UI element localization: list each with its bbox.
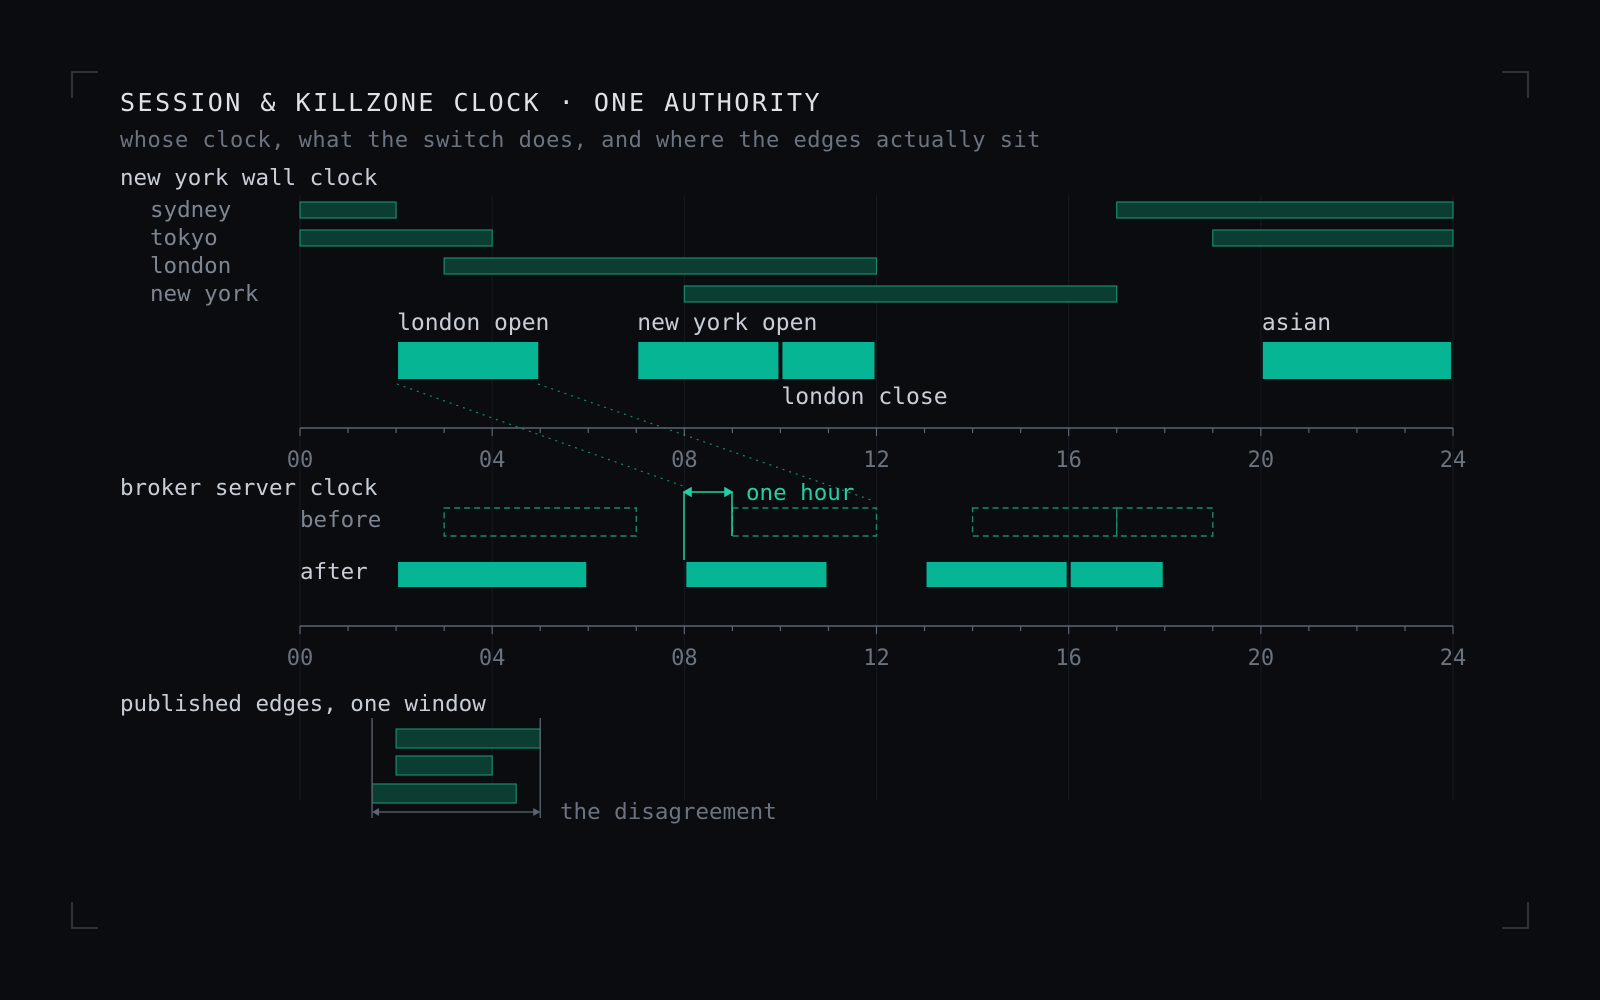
edge-window xyxy=(395,755,493,776)
tick-label: 00 xyxy=(287,646,314,671)
killzone-label: asian xyxy=(1262,310,1331,336)
session-label: sydney xyxy=(150,197,231,223)
tick-label: 00 xyxy=(287,448,314,473)
killzone-bar xyxy=(398,342,539,379)
tick-label: 08 xyxy=(671,646,698,671)
tick-label: 04 xyxy=(479,646,506,671)
page-title: SESSION & KILLZONE CLOCK · ONE AUTHORITY xyxy=(120,88,822,117)
after-window xyxy=(926,562,1067,587)
after-window xyxy=(686,562,827,587)
frame-corners xyxy=(71,71,1529,929)
killzone-bar xyxy=(782,342,875,379)
after-label: after xyxy=(300,559,368,585)
before-window xyxy=(731,507,878,537)
page-subtitle: whose clock, what the switch does, and w… xyxy=(120,128,1041,153)
tick-label: 04 xyxy=(479,448,506,473)
session-bar xyxy=(299,229,493,247)
before-label: before xyxy=(300,507,381,533)
tick-label: 12 xyxy=(863,646,890,671)
tick-label: 20 xyxy=(1248,646,1275,671)
edge-window xyxy=(395,728,541,749)
disagreement-span xyxy=(371,718,541,818)
session-bar xyxy=(443,257,878,275)
session-label: london xyxy=(150,253,231,279)
ny-killzones: london open new york open london close asia… xyxy=(397,310,1451,410)
before-window xyxy=(1116,507,1214,537)
edge-window xyxy=(371,783,517,804)
killzone-label: london open xyxy=(397,310,549,336)
killzone-label: london close xyxy=(781,384,947,410)
session-bar xyxy=(1212,229,1454,247)
broker-panel-label: broker server clock xyxy=(120,475,378,501)
broker-after-windows xyxy=(398,562,1163,587)
tick-label: 16 xyxy=(1055,448,1082,473)
after-window xyxy=(398,562,587,587)
disagreement-label: the disagreement xyxy=(560,799,777,825)
killzone-label: new york open xyxy=(637,310,817,336)
tick-label: 24 xyxy=(1440,448,1467,473)
tick-label: 24 xyxy=(1440,646,1467,671)
killzone-bar xyxy=(1262,342,1451,379)
session-bar xyxy=(1116,201,1454,219)
tick-label: 16 xyxy=(1055,646,1082,671)
projection-lines xyxy=(396,383,872,501)
before-window xyxy=(971,507,1118,537)
broker-before-windows xyxy=(443,507,1214,537)
ny-axis: 00 04 08 12 16 20 24 xyxy=(287,427,1467,473)
broker-axis: 00 04 08 12 16 20 24 xyxy=(287,625,1467,671)
span-arrowhead-right xyxy=(533,808,541,816)
published-edge-windows xyxy=(371,728,541,804)
after-window xyxy=(1070,562,1163,587)
tick-label: 12 xyxy=(863,448,890,473)
killzone-bar xyxy=(638,342,779,379)
tick-label: 08 xyxy=(671,448,698,473)
one-hour-label: one hour xyxy=(746,480,854,506)
ny-panel-label: new york wall clock xyxy=(120,165,378,191)
session-bar xyxy=(299,201,397,219)
session-label: new york xyxy=(150,281,259,307)
before-window xyxy=(443,507,637,537)
span-arrowhead-left xyxy=(372,808,380,816)
one-hour-marker xyxy=(682,486,734,560)
session-label: tokyo xyxy=(150,225,218,251)
tick-label: 20 xyxy=(1248,448,1275,473)
session-bar xyxy=(683,285,1118,303)
edges-panel-label: published edges, one window xyxy=(120,691,486,717)
